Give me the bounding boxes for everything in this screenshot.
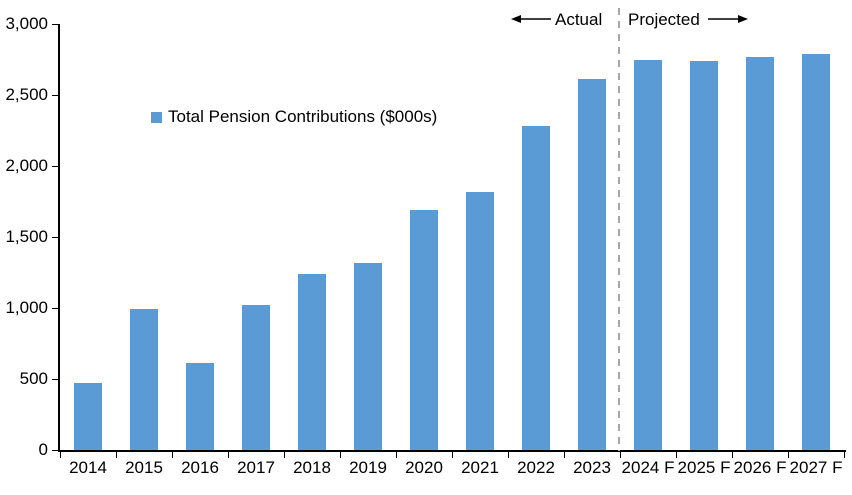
y-axis-tick-label: 500: [19, 369, 48, 388]
y-axis-tick: [52, 94, 59, 96]
legend-marker-icon: [151, 111, 162, 123]
x-axis-category-label: 2017: [237, 458, 275, 477]
x-axis-category-label: 2019: [349, 458, 387, 477]
x-axis-category-label: 2018: [293, 458, 331, 477]
y-axis-tick-label: 2,500: [5, 85, 48, 104]
x-axis-category-label: 2014: [69, 458, 107, 477]
bar-2024-f: [634, 59, 662, 450]
x-axis-category-label: 2015: [125, 458, 163, 477]
legend-label: Total Pension Contributions ($000s): [168, 107, 438, 126]
y-axis-tick: [52, 236, 59, 238]
x-axis-category-label: 2025 F: [677, 458, 731, 477]
x-axis-tick: [59, 450, 61, 458]
x-axis-tick: [115, 450, 117, 458]
x-axis-category-label: 2020: [405, 458, 443, 477]
actual-projected-divider: [618, 8, 620, 451]
x-axis-tick: [675, 450, 677, 458]
bar-2027-f: [802, 53, 830, 450]
x-axis-tick: [283, 450, 285, 458]
x-axis-tick: [843, 450, 845, 458]
x-axis-tick: [731, 450, 733, 458]
bar-2026-f: [746, 56, 774, 450]
x-axis-category-label: 2022: [517, 458, 555, 477]
y-axis-tick-label: 3,000: [5, 14, 48, 33]
x-axis-category-label: 2023: [573, 458, 611, 477]
y-axis-tick-label: 1,000: [5, 298, 48, 317]
x-axis-category-label: 2026 F: [733, 458, 787, 477]
y-axis-tick-label: 0: [38, 440, 48, 459]
y-axis-line: [58, 24, 60, 452]
x-axis-category-label: 2027 F: [789, 458, 843, 477]
bar-2017: [242, 305, 270, 450]
bar-2023: [578, 79, 606, 450]
y-axis-tick: [52, 307, 59, 309]
x-axis-tick: [339, 450, 341, 458]
x-axis-category-label: 2024 F: [621, 458, 675, 477]
bar-2018: [298, 273, 326, 450]
bar-2021: [466, 191, 494, 450]
bar-2022: [522, 126, 550, 450]
x-axis-category-label: 2016: [181, 458, 219, 477]
y-axis-tick: [52, 23, 59, 25]
y-axis-tick: [52, 165, 59, 167]
bar-2020: [410, 210, 438, 450]
bar-2016: [186, 363, 214, 450]
x-axis-tick: [451, 450, 453, 458]
y-axis-tick-label: 1,500: [5, 227, 48, 246]
y-axis-tick: [52, 378, 59, 380]
bar-2025-f: [690, 60, 718, 450]
bar-2014: [74, 383, 102, 450]
projected-label: Projected: [628, 10, 700, 29]
x-axis-tick: [787, 450, 789, 458]
actual-label: Actual: [555, 10, 603, 29]
x-axis-tick: [395, 450, 397, 458]
bar-2019: [354, 262, 382, 450]
x-axis-tick: [619, 450, 621, 458]
x-axis-category-label: 2021: [461, 458, 499, 477]
bar-2015: [130, 309, 158, 450]
legend: Total Pension Contributions ($000s): [151, 107, 437, 127]
y-axis-tick-label: 2,000: [5, 156, 48, 175]
x-axis-tick: [227, 450, 229, 458]
x-axis-tick: [171, 450, 173, 458]
x-axis-tick: [563, 450, 565, 458]
right-arrow-icon: [708, 15, 748, 23]
left-arrow-icon: [511, 15, 551, 23]
y-axis-tick: [52, 449, 59, 451]
x-axis-tick: [507, 450, 509, 458]
